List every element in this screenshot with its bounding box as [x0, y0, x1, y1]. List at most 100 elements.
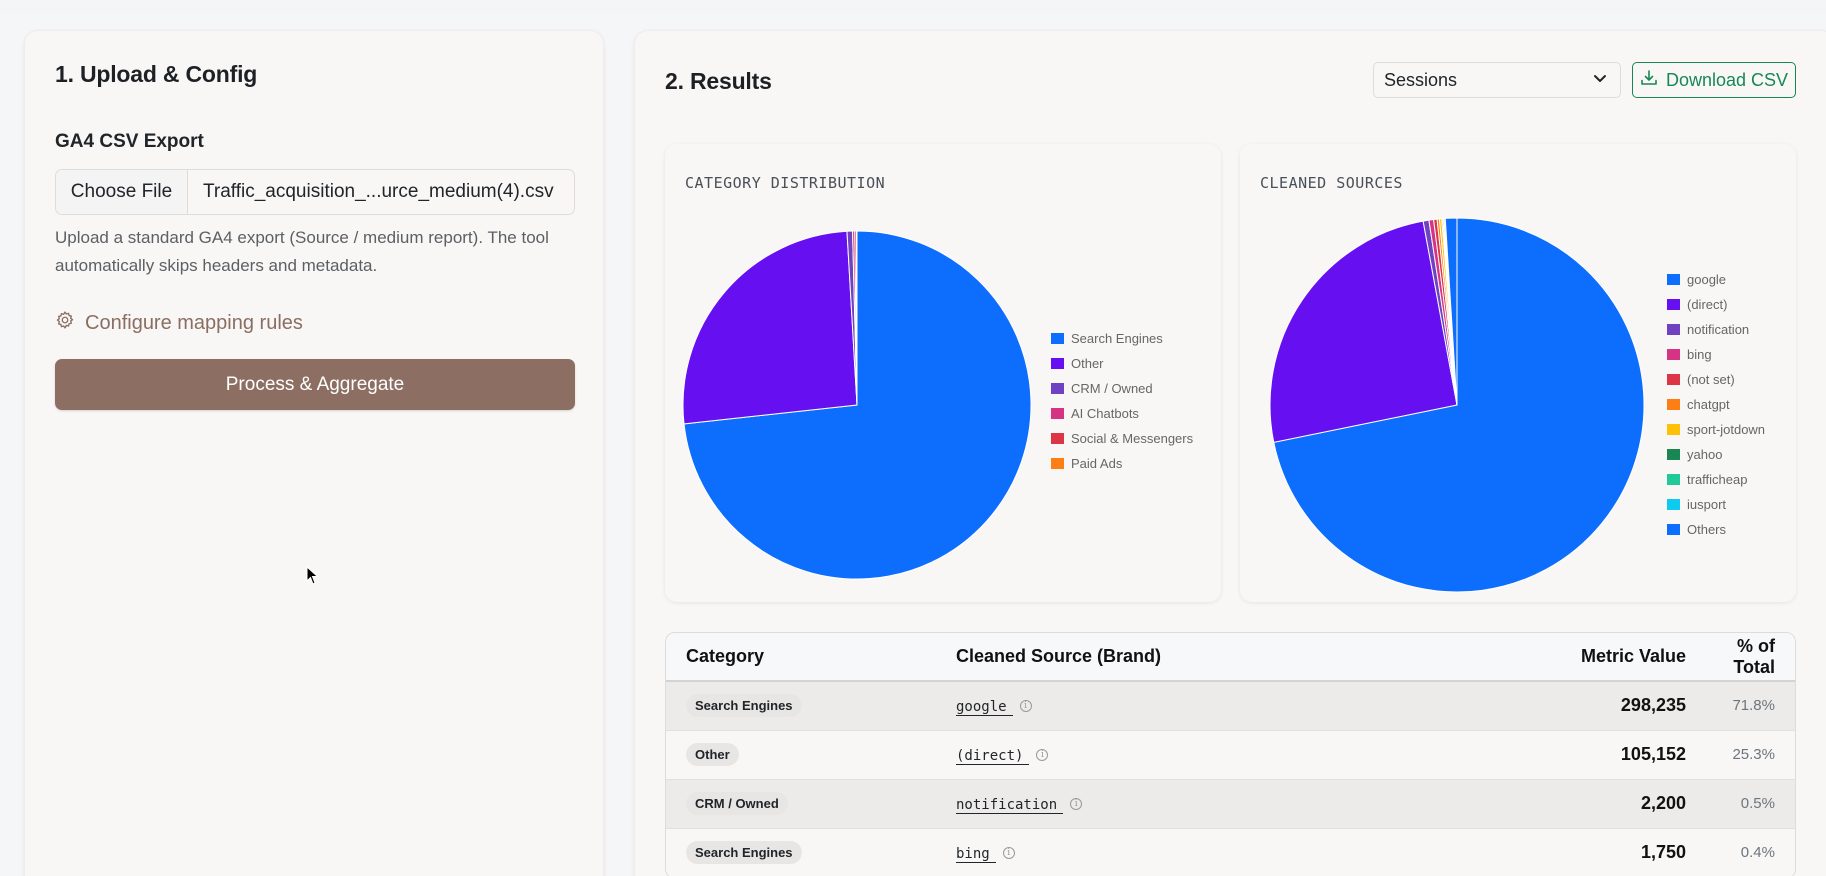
legend-item[interactable]: chatgpt: [1667, 392, 1765, 417]
legend-item[interactable]: CRM / Owned: [1051, 376, 1193, 401]
legend-item[interactable]: trafficheap: [1667, 467, 1765, 492]
category-pie-chart[interactable]: [682, 230, 1032, 580]
legend-swatch: [1051, 383, 1064, 394]
category-badge: Search Engines: [686, 694, 802, 718]
category-chart-title: CATEGORY DISTRIBUTION: [685, 174, 886, 192]
legend-item[interactable]: Search Engines: [1051, 326, 1193, 351]
legend-label: (not set): [1687, 372, 1735, 387]
legend-swatch: [1667, 449, 1680, 460]
source-name[interactable]: notification: [956, 796, 1064, 814]
pie-slice[interactable]: [855, 230, 858, 406]
pie-slice[interactable]: [1269, 220, 1458, 443]
legend-item[interactable]: (direct): [1667, 292, 1765, 317]
legend-swatch: [1667, 349, 1680, 360]
legend-label: Paid Ads: [1071, 456, 1123, 471]
mouse-cursor-icon: [306, 566, 319, 585]
legend-item[interactable]: notification: [1667, 317, 1765, 342]
legend-swatch: [1667, 274, 1680, 285]
legend-item[interactable]: (not set): [1667, 367, 1765, 392]
category-distribution-card: CATEGORY DISTRIBUTION Search Engines Othe…: [665, 144, 1221, 602]
download-icon: [1640, 69, 1658, 92]
table-row: Search Engines google i 298,235 71.8%: [666, 681, 1795, 730]
sources-legend: google (direct) notification bing (not set) c…: [1667, 267, 1765, 542]
download-csv-button[interactable]: Download CSV: [1632, 62, 1796, 98]
legend-label: notification: [1687, 322, 1750, 337]
percent-of-total: 25.3%: [1732, 746, 1775, 763]
legend-swatch: [1051, 358, 1064, 369]
pie-slice[interactable]: [1444, 217, 1458, 406]
table-row: CRM / Owned notification i 2,200 0.5%: [666, 779, 1795, 828]
legend-swatch: [1051, 433, 1064, 444]
pie-slice[interactable]: [683, 230, 1032, 580]
legend-item[interactable]: google: [1667, 267, 1765, 292]
legend-label: yahoo: [1687, 447, 1723, 462]
legend-swatch: [1667, 524, 1680, 535]
percent-of-total: 0.5%: [1740, 795, 1775, 812]
configure-mapping-link[interactable]: Configure mapping rules: [55, 310, 303, 336]
legend-label: iusport: [1687, 497, 1727, 512]
legend-item[interactable]: Social & Messengers: [1051, 426, 1193, 451]
legend-item[interactable]: iusport: [1667, 492, 1765, 517]
upload-help-text: Upload a standard GA4 export (Source / m…: [55, 228, 549, 275]
cleaned-sources-card: CLEANED SOURCES google (direct) notificati…: [1240, 144, 1796, 602]
metric-value: 298,235: [1620, 695, 1686, 716]
category-legend: Search Engines Other CRM / Owned AI Chatbot…: [1051, 326, 1193, 476]
legend-item[interactable]: Others: [1667, 517, 1765, 542]
upload-panel-title: 1. Upload & Config: [55, 61, 258, 87]
pie-slice[interactable]: [1273, 217, 1645, 593]
info-icon[interactable]: i: [1070, 798, 1083, 811]
legend-item[interactable]: bing: [1667, 342, 1765, 367]
legend-swatch: [1667, 499, 1680, 510]
legend-label: chatgpt: [1687, 397, 1730, 412]
legend-swatch: [1667, 474, 1680, 485]
legend-item[interactable]: sport-jotdown: [1667, 417, 1765, 442]
csv-file-input[interactable]: Choose File Traffic_acquisition_...urce_…: [55, 169, 575, 215]
percent-of-total: 0.4%: [1740, 844, 1775, 861]
metric-value: 1,750: [1640, 842, 1686, 862]
metric-select-value: Sessions: [1384, 69, 1458, 90]
col-header-metric[interactable]: Metric Value: [1580, 646, 1686, 666]
chevron-down-icon: [1592, 70, 1608, 91]
source-name[interactable]: google: [956, 698, 1013, 716]
legend-swatch: [1051, 458, 1064, 469]
category-badge: CRM / Owned: [686, 792, 788, 815]
info-icon[interactable]: i: [1019, 700, 1032, 713]
legend-swatch: [1667, 299, 1680, 310]
download-csv-label: Download CSV: [1665, 69, 1789, 90]
selected-file-name: Traffic_acquisition_...urce_medium(4).cs…: [203, 181, 554, 202]
category-badge: Search Engines: [686, 841, 802, 864]
legend-item[interactable]: AI Chatbots: [1051, 401, 1193, 426]
col-header-source[interactable]: Cleaned Source (Brand): [956, 646, 1162, 666]
gear-icon: [55, 310, 75, 336]
metric-select[interactable]: Sessions: [1373, 62, 1621, 98]
table-header-row: Category Cleaned Source (Brand) Metric V…: [666, 633, 1795, 681]
results-panel: 2. Results Sessions Download CSV CATEGOR…: [634, 30, 1826, 876]
info-icon[interactable]: i: [1002, 847, 1015, 860]
top-band: [0, 0, 1826, 14]
legend-swatch: [1667, 399, 1680, 410]
legend-label: Social & Messengers: [1071, 431, 1194, 446]
source-name[interactable]: bing: [956, 845, 996, 863]
choose-file-button[interactable]: Choose File: [56, 170, 188, 214]
results-panel-title: 2. Results: [665, 68, 772, 94]
sources-pie-chart[interactable]: [1269, 217, 1645, 593]
upload-config-panel: 1. Upload & Config GA4 CSV Export Choose…: [24, 30, 604, 876]
sources-chart-title: CLEANED SOURCES: [1260, 174, 1403, 192]
legend-swatch: [1667, 324, 1680, 335]
legend-item[interactable]: yahoo: [1667, 442, 1765, 467]
legend-item[interactable]: Other: [1051, 351, 1193, 376]
legend-label: trafficheap: [1687, 472, 1748, 487]
legend-label: (direct): [1687, 297, 1728, 312]
metric-value: 2,200: [1640, 793, 1686, 813]
col-header-pct[interactable]: % of Total: [1733, 635, 1775, 677]
legend-label: Others: [1687, 522, 1727, 537]
pie-slice[interactable]: [682, 230, 858, 425]
source-name[interactable]: (direct): [956, 747, 1030, 765]
legend-label: bing: [1687, 347, 1712, 362]
category-badge: Other: [686, 743, 739, 766]
process-aggregate-button[interactable]: Process & Aggregate: [55, 359, 575, 410]
legend-item[interactable]: Paid Ads: [1051, 451, 1193, 476]
col-header-category[interactable]: Category: [686, 646, 765, 666]
info-icon[interactable]: i: [1036, 749, 1049, 762]
percent-of-total: 71.8%: [1732, 697, 1775, 715]
